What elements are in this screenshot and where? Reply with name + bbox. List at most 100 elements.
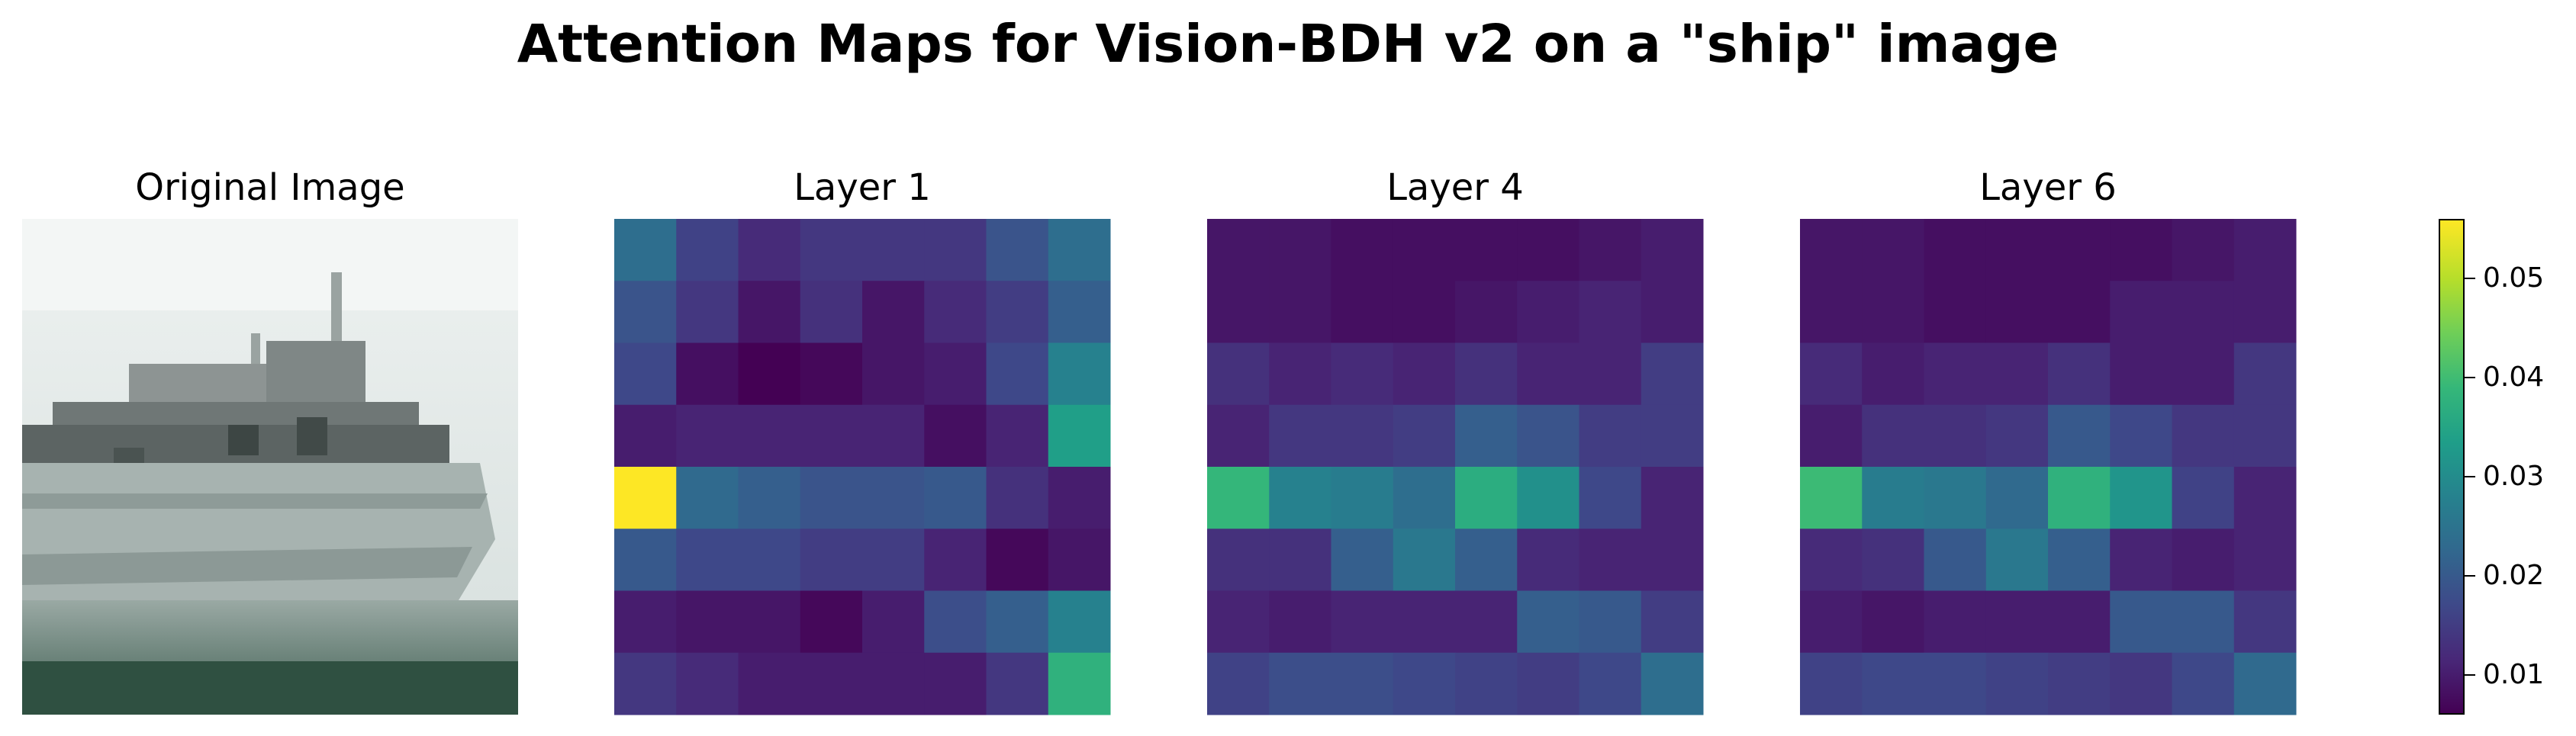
heatmap-cell-layer-panel-3-r0-c6 xyxy=(2172,219,2235,281)
layer4-title: Layer 4 xyxy=(1386,166,1524,209)
heatmap-cell-layer-panel-3-r6-c1 xyxy=(1862,590,1924,654)
heatmap-cell-layer-panel-2-r6-c1 xyxy=(1269,590,1331,654)
heatmap-cell-layer-panel-1-r5-c7 xyxy=(1048,529,1111,591)
heatmap-cell-layer-panel-1-r1-c3 xyxy=(800,281,863,343)
heatmap-cell-layer-panel-3-r5-c5 xyxy=(2110,529,2172,591)
colorbar-tick-label: 0.03 xyxy=(2483,461,2545,492)
heatmap-cell-layer-panel-2-r4-c6 xyxy=(1579,467,1642,529)
heatmap-cell-layer-panel-1-r4-c6 xyxy=(986,467,1049,529)
heatmap-cell-layer-panel-2-r4-c7 xyxy=(1641,467,1704,529)
heatmap-cell-layer-panel-2-r5-c1 xyxy=(1269,529,1331,591)
heatmap-cell-layer-panel-3-r7-c1 xyxy=(1862,652,1924,715)
colorbar-tick-label: 0.02 xyxy=(2483,560,2545,591)
heatmap-cell-layer-panel-2-r3-c6 xyxy=(1579,404,1642,468)
heatmap-cell-layer-panel-3-r2-c5 xyxy=(2110,342,2172,406)
colorbar-tick-label: 0.04 xyxy=(2483,362,2545,393)
heatmap-cell-layer-panel-3-r7-c3 xyxy=(1985,652,2049,715)
heatmap-cell-layer-panel-3-r6-c5 xyxy=(2110,590,2172,654)
heatmap-cell-layer-panel-3-r5-c7 xyxy=(2233,529,2297,591)
heatmap-cell-layer-panel-3-r7-c2 xyxy=(1924,652,1987,715)
heatmap-cell-layer-panel-2-r2-c4 xyxy=(1455,342,1518,406)
heatmap-cell-layer-panel-3-r1-c4 xyxy=(2048,281,2111,343)
heatmap-cell-layer-panel-3-r2-c1 xyxy=(1862,342,1924,406)
heatmap-cell-layer-panel-2-r4-c2 xyxy=(1331,467,1394,529)
heatmap-cell-layer-panel-3-r1-c2 xyxy=(1924,281,1987,343)
heatmap-cell-layer-panel-2-r1-c7 xyxy=(1641,281,1704,343)
heatmap-cell-layer-panel-1-r0-c7 xyxy=(1048,219,1111,281)
heatmap-cell-layer-panel-2-r6-c6 xyxy=(1579,590,1642,654)
heatmap-cell-layer-panel-1-r3-c3 xyxy=(800,404,863,468)
heatmap-cell-layer-panel-2-r0-c4 xyxy=(1455,219,1518,281)
heatmap-cell-layer-panel-1-r2-c6 xyxy=(986,342,1049,406)
heatmap-cell-layer-panel-2-r0-c3 xyxy=(1393,219,1456,281)
heatmap-cell-layer-panel-3-r5-c3 xyxy=(1985,529,2049,591)
heatmap-cell-layer-panel-1-r3-c7 xyxy=(1048,404,1111,468)
heatmap-cell-layer-panel-2-r7-c4 xyxy=(1455,652,1518,715)
heatmap-cell-layer-panel-2-r3-c5 xyxy=(1517,404,1579,468)
heatmap-cell-layer-panel-1-r3-c5 xyxy=(924,404,987,468)
heatmap-cell-layer-panel-2-r1-c4 xyxy=(1455,281,1518,343)
colorbar-tick-label: 0.05 xyxy=(2483,262,2545,294)
heatmap-cell-layer-panel-3-r1-c1 xyxy=(1862,281,1924,343)
heatmap-cell-layer-panel-3-r3-c0 xyxy=(1800,404,1863,468)
heatmap-cell-layer-panel-2-r5-c5 xyxy=(1517,529,1579,591)
heatmap-cell-layer-panel-1-r2-c4 xyxy=(862,342,925,406)
heatmap-cell-layer-panel-3-r7-c6 xyxy=(2172,652,2235,715)
heatmap-cell-layer-panel-3-r1-c0 xyxy=(1800,281,1863,343)
colorbar-tick-label: 0.01 xyxy=(2483,659,2545,690)
heatmap-cell-layer-panel-3-r1-c6 xyxy=(2172,281,2235,343)
layer6-title: Layer 6 xyxy=(1979,166,2117,209)
heatmap-cell-layer-panel-3-r1-c5 xyxy=(2110,281,2172,343)
heatmap-cell-layer-panel-1-r4-c4 xyxy=(862,467,925,529)
heatmap-cell-layer-panel-3-r6-c3 xyxy=(1985,590,2049,654)
heatmap-cell-layer-panel-3-r4-c7 xyxy=(2233,467,2297,529)
heatmap-cell-layer-panel-2-r5-c6 xyxy=(1579,529,1642,591)
heatmap-cell-layer-panel-2-r4-c0 xyxy=(1207,467,1270,529)
heatmap-cell-layer-panel-2-r5-c3 xyxy=(1393,529,1456,591)
heatmap-cell-layer-panel-1-r0-c6 xyxy=(986,219,1049,281)
heatmap-cell-layer-panel-1-r0-c1 xyxy=(676,219,739,281)
heatmap-cell-layer-panel-2-r1-c0 xyxy=(1207,281,1270,343)
heatmap-cell-layer-panel-3-r0-c3 xyxy=(1985,219,2049,281)
heatmap-cell-layer-panel-1-r5-c4 xyxy=(862,529,925,591)
heatmap-cell-layer-panel-2-r2-c1 xyxy=(1269,342,1331,406)
heatmap-cell-layer-panel-1-r4-c3 xyxy=(800,467,863,529)
heatmap-cell-layer-panel-3-r0-c7 xyxy=(2233,219,2297,281)
heatmap-cell-layer-panel-2-r3-c1 xyxy=(1269,404,1331,468)
heatmap-cell-layer-panel-1-r2-c2 xyxy=(738,342,801,406)
heatmap-cell-layer-panel-3-r0-c2 xyxy=(1924,219,1987,281)
original-image xyxy=(22,219,518,715)
heatmap-cell-layer-panel-3-r5-c0 xyxy=(1800,529,1863,591)
heatmap-cell-layer-panel-1-r1-c4 xyxy=(862,281,925,343)
heatmap-cell-layer-panel-1-r0-c0 xyxy=(614,219,677,281)
heatmap-cell-layer-panel-3-r4-c3 xyxy=(1985,467,2049,529)
heatmap-cell-layer-panel-3-r5-c6 xyxy=(2172,529,2235,591)
heatmap-cell-layer-panel-2-r7-c5 xyxy=(1517,652,1579,715)
heatmap-cell-layer-panel-1-r3-c6 xyxy=(986,404,1049,468)
heatmap-cell-layer-panel-3-r3-c1 xyxy=(1862,404,1924,468)
heatmap-cell-layer-panel-2-r4-c3 xyxy=(1393,467,1456,529)
heatmap-cell-layer-panel-1-r0-c2 xyxy=(738,219,801,281)
heatmap-cell-layer-panel-3-r6-c6 xyxy=(2172,590,2235,654)
heatmap-cell-layer-panel-2-r7-c3 xyxy=(1393,652,1456,715)
heatmap-cell-layer-panel-3-r4-c6 xyxy=(2172,467,2235,529)
colorbar-tick xyxy=(2465,476,2475,477)
heatmap-cell-layer-panel-1-r1-c0 xyxy=(614,281,677,343)
heatmap-cell-layer-panel-3-r7-c4 xyxy=(2048,652,2111,715)
heatmap-cell-layer-panel-2-r4-c1 xyxy=(1269,467,1331,529)
heatmap-cell-layer-panel-3-r4-c5 xyxy=(2110,467,2172,529)
heatmap-cell-layer-panel-3-r6-c7 xyxy=(2233,590,2297,654)
heatmap-cell-layer-panel-1-r3-c2 xyxy=(738,404,801,468)
heatmap-cell-layer-panel-2-r1-c3 xyxy=(1393,281,1456,343)
heatmap-cell-layer-panel-1-r1-c7 xyxy=(1048,281,1111,343)
heatmap-cell-layer-panel-2-r7-c1 xyxy=(1269,652,1331,715)
heatmap-cell-layer-panel-1-r7-c0 xyxy=(614,652,677,715)
heatmap-cell-layer-panel-2-r2-c3 xyxy=(1393,342,1456,406)
heatmap-cell-layer-panel-2-r0-c7 xyxy=(1641,219,1704,281)
heatmap-cell-layer-panel-3-r2-c3 xyxy=(1985,342,2049,406)
heatmap-cell-layer-panel-1-r6-c3 xyxy=(800,590,863,654)
heatmap-cell-layer-panel-2-r2-c6 xyxy=(1579,342,1642,406)
heatmap-cell-layer-panel-1-r2-c7 xyxy=(1048,342,1111,406)
heatmap-cell-layer-panel-3-r4-c1 xyxy=(1862,467,1924,529)
